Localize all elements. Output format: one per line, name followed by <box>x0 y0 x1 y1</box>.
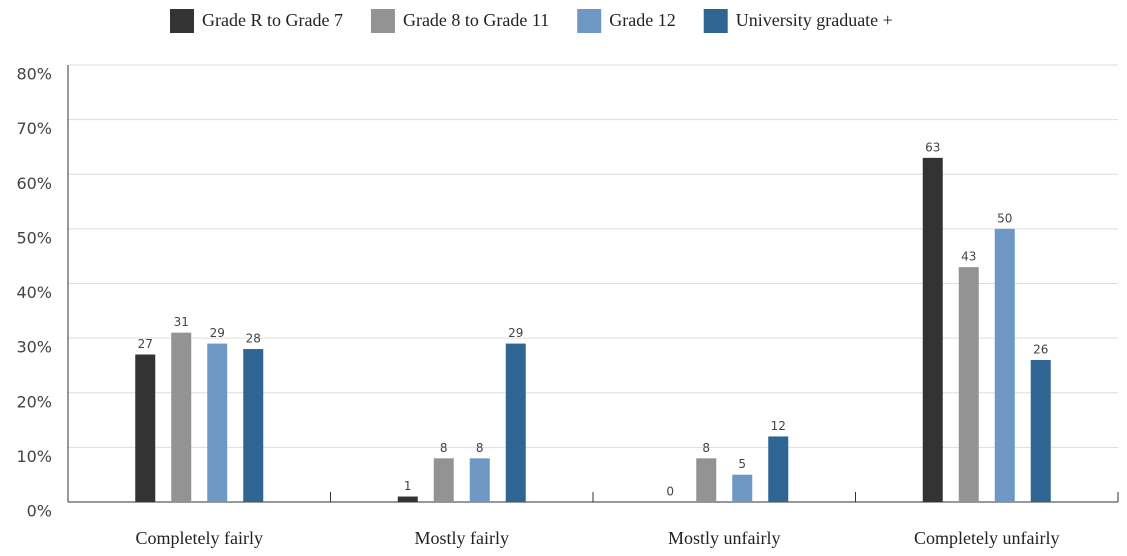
bar <box>505 343 526 502</box>
bar <box>135 354 156 502</box>
bar <box>207 343 228 502</box>
bar <box>397 496 418 502</box>
legend-swatch <box>703 9 728 33</box>
x-tick-label: Mostly fairly <box>415 528 510 548</box>
bar <box>433 458 454 502</box>
bar <box>1030 359 1051 502</box>
x-tick-label: Completely fairly <box>136 528 263 548</box>
legend-swatch <box>370 9 395 33</box>
value-label: 28 <box>246 332 261 346</box>
legend-swatch <box>577 9 602 33</box>
bar <box>732 474 753 502</box>
value-label: 5 <box>738 457 746 471</box>
value-label: 50 <box>997 211 1012 225</box>
bar <box>768 436 789 502</box>
legend-label: Grade 8 to Grade 11 <box>403 10 549 30</box>
y-tick-label: 60% <box>16 174 52 193</box>
legend-swatch <box>170 9 194 33</box>
bar <box>243 349 264 502</box>
value-label: 63 <box>925 140 940 154</box>
value-label: 8 <box>702 441 710 455</box>
bar <box>994 228 1015 502</box>
y-tick-label: 30% <box>16 338 52 357</box>
y-tick-label: 70% <box>16 119 52 138</box>
bar <box>696 458 717 502</box>
y-tick-label: 10% <box>16 447 52 466</box>
value-label: 1 <box>404 479 412 493</box>
bar <box>922 157 943 503</box>
x-tick-label: Completely unfairly <box>914 528 1059 548</box>
legend-label: Grade 12 <box>609 10 675 30</box>
value-label: 29 <box>508 326 523 340</box>
bar <box>171 332 192 502</box>
y-tick-label: 0% <box>27 502 52 521</box>
bar <box>469 458 490 502</box>
value-label: 0 <box>666 485 674 499</box>
y-tick-label: 20% <box>16 392 52 411</box>
value-label: 8 <box>440 441 448 455</box>
y-tick-label: 50% <box>16 228 52 247</box>
value-label: 12 <box>771 419 786 433</box>
value-label: 26 <box>1033 342 1048 356</box>
value-label: 8 <box>476 441 484 455</box>
y-tick-label: 80% <box>16 65 52 84</box>
legend-label: Grade R to Grade 7 <box>202 10 343 30</box>
bar <box>958 267 979 502</box>
legend-label: University graduate + <box>736 10 893 30</box>
y-tick-label: 40% <box>16 283 52 302</box>
value-label: 27 <box>138 337 153 351</box>
x-tick-label: Mostly unfairly <box>668 528 781 548</box>
value-label: 43 <box>961 250 976 264</box>
value-label: 29 <box>210 326 225 340</box>
value-label: 31 <box>174 315 189 329</box>
